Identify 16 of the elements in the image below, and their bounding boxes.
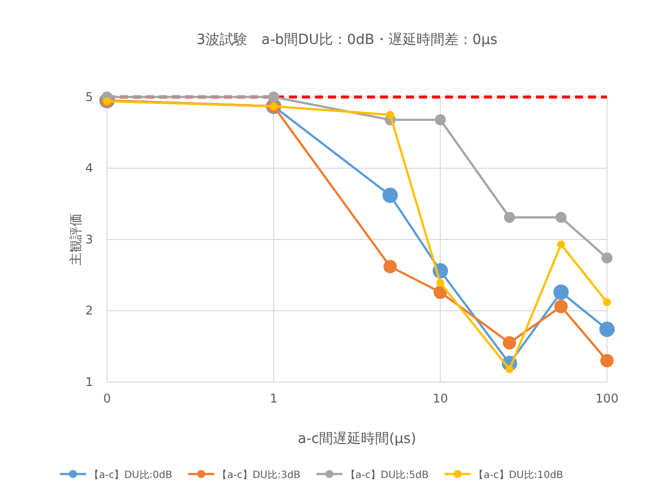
y-tick-label: 3: [85, 232, 93, 246]
legend-label: 【a-c】DU比:10dB: [474, 469, 564, 481]
x-axis-title: a-c間遅延時間(μs): [298, 431, 416, 447]
x-tick-label: 10: [432, 392, 448, 406]
y-tick-label: 1: [85, 374, 93, 389]
y-tick-label: 5: [85, 90, 93, 104]
y-axis-title: 主観評価: [68, 214, 84, 266]
x-tick-label: 0: [103, 392, 111, 406]
x-tick-label: 100: [596, 392, 618, 406]
x-tick-label: 1: [270, 392, 278, 406]
legend-label: 【a-c】DU比:5dB: [345, 469, 429, 481]
legend-label: 【a-c】DU比:3dB: [217, 469, 301, 481]
y-tick-label: 2: [85, 304, 93, 318]
legend-label: 【a-c】DU比:0dB: [89, 469, 172, 481]
chart-title: 3波試験 a-b間DU比：0dB・遅延時間差：0μs: [196, 32, 498, 48]
y-tick-label: 4: [85, 161, 93, 176]
